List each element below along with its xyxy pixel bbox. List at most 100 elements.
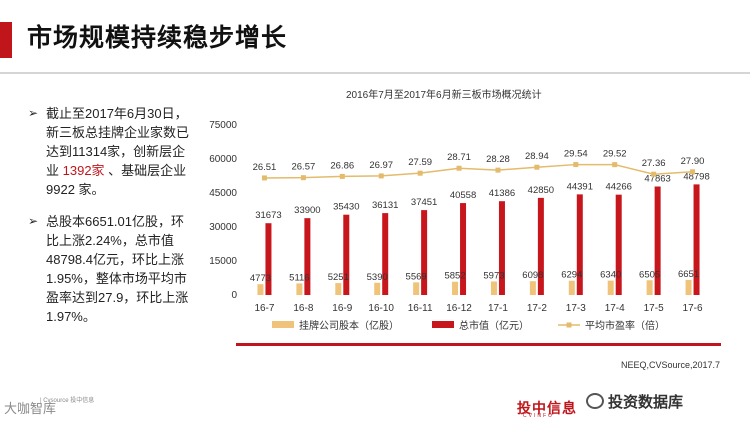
bar-market-value-17-4: [615, 194, 622, 295]
label-pe-ratio-17-6: 27.90: [681, 156, 705, 167]
bar-market-value-17-1: [498, 201, 505, 295]
label-pe-ratio-16-7: 26.51: [253, 162, 277, 173]
bar-market-value-17-6: [693, 184, 700, 295]
point-pe-ratio-16-8: [300, 175, 306, 181]
bar-market-value-16-7: [265, 223, 272, 295]
watermark-left: 大咖智库: [4, 401, 57, 416]
point-pe-ratio-17-2: [534, 164, 540, 170]
watermark-small: | Cvsource 投中信息: [40, 398, 95, 404]
bar-share-capital-17-5: [646, 280, 653, 295]
bar-market-value-16-12: [460, 203, 467, 295]
bar-share-capital-17-6: [685, 279, 692, 295]
x-tick-label-16-11: 16-11: [408, 303, 433, 314]
label-pe-ratio-16-12: 28.71: [447, 152, 471, 163]
bar-share-capital-17-4: [607, 280, 614, 295]
point-pe-ratio-17-5: [651, 171, 657, 177]
bar-share-capital-17-3: [568, 280, 575, 295]
bullet-list: ➢ 截止至2017年6月30日，新三板总挂牌企业家数已达到11314家，创新层企…: [28, 104, 196, 339]
label-pe-ratio-16-11: 27.59: [408, 157, 432, 168]
point-pe-ratio-16-9: [339, 173, 345, 179]
label-market-value-16-8: 33900: [294, 205, 320, 216]
label-pe-ratio-16-8: 26.57: [291, 162, 315, 173]
label-market-value-17-3: 44391: [567, 181, 593, 192]
chart-title: 2016年7月至2017年6月新三板市场概况统计: [346, 90, 542, 101]
brand-logo-subtext: CVINFO: [523, 413, 554, 419]
legend-swatch-marker-2: [566, 322, 572, 328]
y-tick-label-1: 15000: [209, 256, 237, 267]
wechat-label: 投资数据库: [608, 394, 684, 411]
label-share-capital-17-4: 6340: [600, 270, 621, 281]
x-tick-label-16-12: 16-12: [446, 303, 472, 314]
label-share-capital-16-10: 5390: [367, 272, 388, 283]
brand-logo-text: 投中信息: [517, 400, 577, 416]
label-share-capital-16-7: 4773: [250, 273, 271, 284]
label-market-value-16-11: 37451: [411, 197, 437, 208]
bar-market-value-16-9: [343, 214, 350, 295]
wechat-icon: [586, 393, 604, 409]
label-share-capital-17-3: 6294: [561, 270, 582, 281]
label-pe-ratio-16-10: 26.97: [369, 160, 393, 171]
label-market-value-16-9: 35430: [333, 202, 359, 213]
label-pe-ratio-17-4: 29.52: [603, 149, 627, 160]
bar-share-capital-16-7: [257, 284, 264, 295]
label-share-capital-17-2: 6098: [522, 270, 543, 281]
bar-market-value-17-2: [537, 197, 544, 295]
label-market-value-17-6: 48798: [683, 171, 709, 182]
x-tick-label-17-6: 17-6: [683, 303, 703, 314]
label-market-value-16-7: 31673: [255, 210, 281, 221]
y-tick-label-0: 0: [231, 290, 237, 301]
y-tick-label-3: 45000: [209, 188, 237, 199]
bullet-1: ➢ 截止至2017年6月30日，新三板总挂牌企业家数已达到11314家，创新层企…: [28, 104, 196, 199]
point-pe-ratio-16-10: [378, 173, 384, 179]
y-tick-label-4: 60000: [209, 154, 237, 165]
label-market-value-17-4: 44266: [605, 182, 631, 193]
page-title: 市场规模持续稳步增长: [27, 24, 288, 52]
x-tick-label-17-1: 17-1: [488, 303, 508, 314]
legend-swatch-0: [272, 321, 294, 328]
label-market-value-16-10: 36131: [372, 200, 398, 211]
bullet-1-highlight: 1392家: [62, 163, 105, 178]
bar-share-capital-16-12: [452, 281, 459, 295]
bullet-1-tail: 、基础层企业9922 家。: [46, 163, 187, 197]
label-pe-ratio-17-3: 29.54: [564, 149, 588, 160]
y-tick-label-2: 30000: [209, 222, 237, 233]
arrow-bullet-icon: ➢: [28, 106, 39, 120]
label-share-capital-16-11: 5569: [406, 271, 427, 282]
point-pe-ratio-17-6: [690, 169, 696, 175]
y-tick-label-5: 75000: [209, 120, 237, 131]
bar-share-capital-16-8: [296, 283, 303, 295]
legend-label-0: 挂牌公司股本（亿股）: [299, 319, 399, 332]
arrow-bullet-icon: ➢: [28, 214, 39, 228]
wechat-watermark: 投资数据库: [586, 391, 683, 412]
bar-share-capital-16-11: [413, 282, 420, 295]
label-share-capital-17-5: 6505: [639, 269, 660, 280]
x-tick-label-17-2: 17-2: [527, 303, 547, 314]
x-tick-label-17-4: 17-4: [605, 303, 625, 314]
bar-share-capital-16-9: [335, 283, 342, 295]
x-tick-label-16-8: 16-8: [293, 303, 313, 314]
point-pe-ratio-16-12: [456, 165, 462, 171]
title-accent-bar: [0, 22, 12, 58]
chart-bottom-rule: [236, 343, 721, 346]
bullet-2-text: 总股本6651.01亿股，环比上涨2.24%，总市值48798.4亿元，环比上涨…: [46, 214, 189, 324]
bar-market-value-16-11: [421, 210, 428, 295]
bar-market-value-16-8: [304, 218, 311, 295]
x-tick-label-17-3: 17-3: [566, 303, 586, 314]
legend-label-2: 平均市盈率（倍）: [585, 319, 665, 332]
point-pe-ratio-17-4: [612, 162, 618, 168]
label-share-capital-17-1: 5973: [483, 270, 504, 281]
bar-share-capital-17-2: [529, 281, 536, 295]
label-pe-ratio-17-1: 28.28: [486, 154, 510, 165]
bullet-1-text: 截止至2017年6月30日，新三板总挂牌企业家数已达到11314家，创新层企业: [46, 106, 190, 178]
legend-label-1: 总市值（亿元）: [459, 319, 529, 332]
point-pe-ratio-16-11: [417, 170, 423, 176]
source-note: NEEQ,CVSource,2017.7: [621, 360, 721, 370]
bar-share-capital-17-1: [490, 281, 497, 295]
bar-market-value-17-5: [654, 186, 661, 295]
label-market-value-17-1: 41386: [489, 188, 515, 199]
market-overview-chart: 0 15000 30000 45000 60000 75000 4773 31673 16-7 5…: [209, 120, 710, 332]
x-tick-label-16-7: 16-7: [254, 303, 274, 314]
label-share-capital-16-8: 5116: [289, 272, 309, 283]
label-share-capital-16-9: 5251: [328, 272, 349, 283]
point-pe-ratio-17-1: [495, 167, 501, 173]
